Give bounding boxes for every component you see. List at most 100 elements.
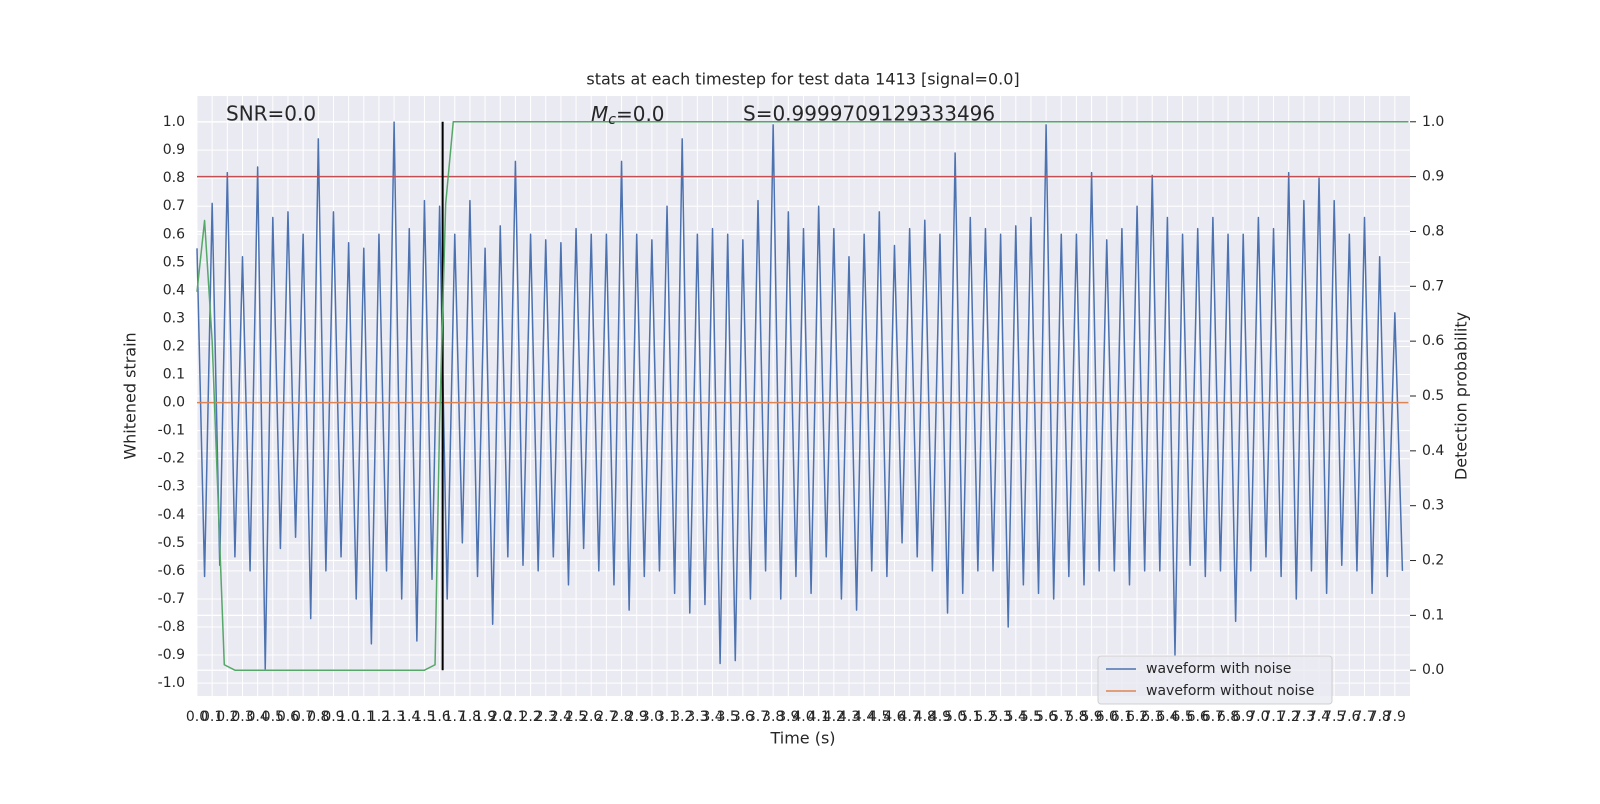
y-tick-label: 1.0 bbox=[163, 114, 185, 130]
x-tick-label: 6.8 bbox=[1217, 709, 1239, 725]
y-tick-label: -0.5 bbox=[158, 535, 185, 551]
x-tick-label: 6.4 bbox=[1156, 709, 1178, 725]
x-tick-label: 7.5 bbox=[1323, 709, 1345, 725]
x-tick-label: 5.0 bbox=[944, 709, 966, 725]
x-tick-label: 4.7 bbox=[899, 709, 921, 725]
x-tick-label: 6.2 bbox=[1126, 709, 1148, 725]
x-tick-label: 5.6 bbox=[1035, 709, 1057, 725]
x-tick-label: 5.9 bbox=[1080, 709, 1102, 725]
y-tick-label: 0.4 bbox=[163, 282, 185, 298]
y-tick-label: 0.1 bbox=[163, 367, 185, 383]
y2-tick-label: 0.7 bbox=[1422, 278, 1444, 294]
annotation: S=0.9999709129333496 bbox=[743, 102, 995, 126]
x-tick-label: 2.6 bbox=[580, 709, 602, 725]
x-tick-label: 4.4 bbox=[853, 709, 875, 725]
y-tick-label: -0.2 bbox=[158, 451, 185, 467]
x-tick-label: 0.6 bbox=[277, 709, 299, 725]
x-tick-label: 4.5 bbox=[868, 709, 890, 725]
legend: waveform with noise waveform without nois… bbox=[1097, 655, 1333, 705]
x-tick-label: 6.7 bbox=[1202, 709, 1224, 725]
legend-label: waveform with noise bbox=[1146, 661, 1291, 677]
y2-tick-label: 0.0 bbox=[1422, 662, 1444, 678]
x-tick-label: 2.9 bbox=[626, 709, 648, 725]
chart-title: stats at each timestep for test data 141… bbox=[586, 70, 1019, 89]
y2-tick-label: 0.5 bbox=[1422, 388, 1444, 404]
y2-tick-label: 0.4 bbox=[1422, 443, 1444, 459]
x-tick-label: 0.0 bbox=[186, 709, 208, 725]
x-tick-label: 1.0 bbox=[337, 709, 359, 725]
y-tick-label: -0.7 bbox=[158, 591, 185, 607]
x-tick-label: 2.7 bbox=[595, 709, 617, 725]
annotation-text: =0.0 bbox=[616, 102, 665, 126]
annotation: Mc=0.0 bbox=[591, 102, 665, 129]
y2-tick-label: 1.0 bbox=[1422, 114, 1444, 130]
x-tick-label: 3.9 bbox=[777, 709, 799, 725]
annotation: SNR=0.0 bbox=[226, 102, 316, 126]
x-tick-label: 4.2 bbox=[823, 709, 845, 725]
x-tick-label: 4.1 bbox=[808, 709, 830, 725]
legend-label: waveform without noise bbox=[1146, 683, 1314, 699]
y-tick-label: 0.0 bbox=[163, 395, 185, 411]
y-tick-label: 0.5 bbox=[163, 254, 185, 270]
x-tick-label: 3.5 bbox=[717, 709, 739, 725]
y-tick-label: -0.9 bbox=[158, 647, 185, 663]
x-tick-label: 2.3 bbox=[535, 709, 557, 725]
x-tick-label: 0.9 bbox=[322, 709, 344, 725]
x-tick-label: 1.9 bbox=[474, 709, 496, 725]
x-tick-label: 1.8 bbox=[459, 709, 481, 725]
x-tick-label: 6.1 bbox=[1111, 709, 1133, 725]
y-tick-label: -0.1 bbox=[158, 423, 185, 439]
x-tick-label: 0.8 bbox=[307, 709, 329, 725]
x-tick-label: 5.4 bbox=[1005, 709, 1027, 725]
x-tick-label: 1.3 bbox=[383, 709, 405, 725]
y-tick-label: 0.9 bbox=[163, 142, 185, 158]
x-tick-label: 0.1 bbox=[201, 709, 223, 725]
x-tick-label: 6.9 bbox=[1232, 709, 1254, 725]
x-tick-label: 5.5 bbox=[1020, 709, 1042, 725]
y-axis-label: Whitened strain bbox=[121, 332, 140, 459]
x-tick-label: 7.2 bbox=[1278, 709, 1300, 725]
x-tick-label: 6.0 bbox=[1096, 709, 1118, 725]
x-tick-label: 6.5 bbox=[1171, 709, 1193, 725]
x-tick-label: 6.6 bbox=[1187, 709, 1209, 725]
x-tick-label: 0.2 bbox=[216, 709, 238, 725]
x-tick-label: 4.9 bbox=[929, 709, 951, 725]
x-tick-label: 4.8 bbox=[914, 709, 936, 725]
x-axis-label: Time (s) bbox=[769, 729, 835, 748]
y2-axis-label: Detection probability bbox=[1452, 312, 1471, 480]
x-tick-label: 4.0 bbox=[792, 709, 814, 725]
annotation-symbol: M bbox=[591, 102, 608, 126]
x-tick-label: 1.7 bbox=[444, 709, 466, 725]
y2-tick-label: 0.3 bbox=[1422, 498, 1444, 514]
x-tick-label: 1.2 bbox=[368, 709, 390, 725]
x-tick-label: 7.1 bbox=[1262, 709, 1284, 725]
y2-tick-label: 0.2 bbox=[1422, 553, 1444, 569]
x-tick-label: 5.3 bbox=[989, 709, 1011, 725]
probability-line bbox=[196, 121, 1409, 671]
y2-tick-label: 0.9 bbox=[1422, 169, 1444, 185]
x-tick-label: 7.0 bbox=[1247, 709, 1269, 725]
x-tick-label: 2.1 bbox=[504, 709, 526, 725]
x-tick-label: 7.9 bbox=[1384, 709, 1406, 725]
y-tick-label: 0.2 bbox=[163, 338, 185, 354]
x-tick-label: 7.8 bbox=[1369, 709, 1391, 725]
x-tick-label: 4.3 bbox=[838, 709, 860, 725]
x-tick-label: 5.8 bbox=[1065, 709, 1087, 725]
x-tick-label: 2.5 bbox=[565, 709, 587, 725]
y-tick-label: -0.8 bbox=[158, 619, 185, 635]
y-tick-label: -0.6 bbox=[158, 563, 185, 579]
x-tick-label: 4.6 bbox=[883, 709, 905, 725]
x-tick-label: 5.1 bbox=[959, 709, 981, 725]
x-tick-label: 3.7 bbox=[747, 709, 769, 725]
x-tick-label: 3.0 bbox=[641, 709, 663, 725]
x-tick-label: 7.7 bbox=[1353, 709, 1375, 725]
x-tick-label: 0.3 bbox=[231, 709, 253, 725]
x-tick-label: 3.2 bbox=[671, 709, 693, 725]
x-tick-label: 0.4 bbox=[247, 709, 269, 725]
y2-tick-label: 0.8 bbox=[1422, 223, 1444, 239]
legend-box bbox=[1097, 655, 1333, 705]
x-tick-label: 5.2 bbox=[974, 709, 996, 725]
x-tick-label: 3.1 bbox=[656, 709, 678, 725]
annotation-subscript: c bbox=[608, 112, 616, 128]
x-tick-label: 0.5 bbox=[262, 709, 284, 725]
